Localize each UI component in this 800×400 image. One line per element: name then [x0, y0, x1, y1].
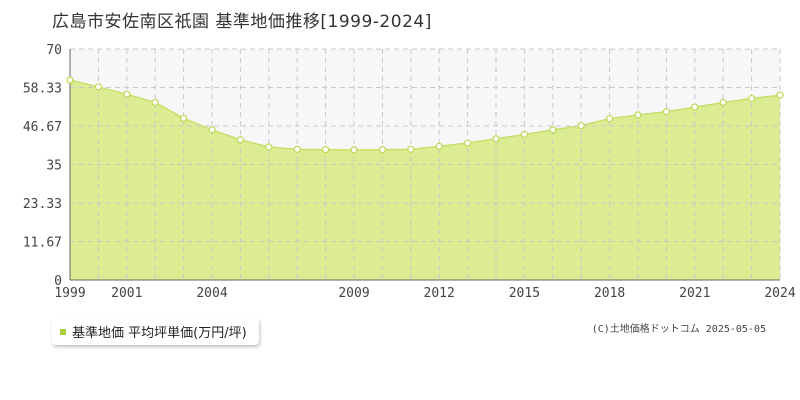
data-point-1999 — [66, 76, 74, 84]
data-point-2007 — [293, 145, 301, 153]
y-tick-label: 70 — [46, 43, 62, 58]
data-point-2009 — [350, 146, 358, 154]
y-axis-ticks: 0 11.67 23.33 35 46.67 58.33 70 — [23, 43, 62, 289]
x-tick-label: 2024 — [764, 286, 795, 301]
data-point-2011 — [407, 145, 415, 153]
data-point-2024 — [776, 91, 784, 99]
y-tick-label: 46.67 — [23, 120, 62, 135]
data-point-2010 — [378, 146, 386, 154]
data-point-2019 — [634, 111, 642, 119]
x-tick-label: 2004 — [196, 286, 227, 301]
x-tick-label: 2015 — [509, 286, 540, 301]
data-point-2020 — [662, 108, 671, 116]
data-points — [66, 76, 784, 154]
data-point-2002 — [151, 98, 159, 107]
data-point-2017 — [577, 121, 585, 130]
y-tick-label: 0 — [54, 274, 62, 289]
data-point-2003 — [180, 114, 188, 122]
y-tick-label: 11.67 — [23, 235, 62, 250]
x-tick-label: 1999 — [54, 286, 85, 301]
axes — [69, 49, 780, 281]
area-series — [69, 79, 781, 281]
data-point-2018 — [605, 115, 614, 123]
legend: 基準地価 平均坪単価(万円/坪) — [52, 318, 259, 345]
x-tick-label: 2021 — [679, 286, 710, 301]
data-point-2008 — [322, 146, 330, 154]
data-point-2016 — [549, 126, 557, 134]
x-tick-label: 2018 — [594, 286, 625, 301]
y-tick-label: 58.33 — [23, 82, 62, 97]
x-tick-label: 2001 — [111, 286, 142, 301]
source-note: (C)土地価格ドットコム 2025-05-05 — [591, 324, 766, 335]
data-point-2014 — [492, 135, 500, 143]
data-point-2005 — [236, 136, 244, 144]
data-point-2013 — [464, 139, 472, 147]
data-point-2004 — [208, 126, 216, 134]
data-point-2001 — [123, 90, 131, 98]
x-tick-label: 2009 — [338, 286, 369, 301]
chart-title: 広島市安佐南区祇園 基準地価推移[1999-2024] — [52, 12, 432, 32]
data-point-2023 — [747, 94, 756, 103]
data-point-2015 — [520, 130, 529, 139]
series-line — [69, 79, 781, 151]
area-fill — [70, 80, 780, 281]
data-point-2000 — [94, 83, 103, 91]
y-tick-label: 35 — [46, 159, 62, 174]
data-point-2006 — [265, 143, 273, 151]
data-point-2022 — [719, 98, 727, 107]
legend-swatch — [60, 328, 66, 335]
x-tick-label: 2012 — [424, 286, 455, 301]
x-axis-ticks: 1999 2001 2004 2009 2012 2015 2018 2021 2024 — [54, 286, 795, 301]
data-point-2021 — [691, 103, 699, 111]
data-point-2012 — [435, 142, 443, 150]
legend-label: 基準地価 平均坪単価(万円/坪) — [72, 326, 247, 341]
y-tick-label: 23.33 — [23, 197, 62, 212]
